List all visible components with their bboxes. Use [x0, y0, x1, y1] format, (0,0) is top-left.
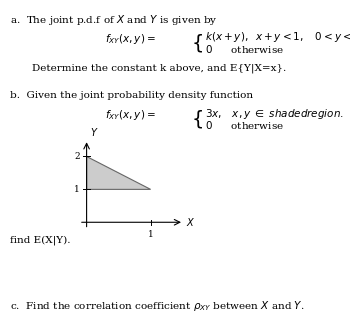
Text: find E(X|Y).: find E(X|Y).	[10, 235, 71, 245]
Text: $X$: $X$	[186, 216, 195, 228]
Text: $\{$: $\{$	[191, 32, 203, 54]
Text: c.  Find the correlation coefficient $\rho_{XY}$ between $X$ and $Y$.: c. Find the correlation coefficient $\rh…	[10, 299, 305, 313]
Text: $\{$: $\{$	[191, 108, 203, 130]
Text: 2: 2	[75, 152, 80, 161]
Text: b.  Given the joint probability density function: b. Given the joint probability density f…	[10, 91, 254, 100]
Text: $f_{XY}(x, y) =$: $f_{XY}(x, y) =$	[105, 32, 156, 46]
Text: $Y$: $Y$	[90, 126, 99, 138]
Text: a.  The joint p.d.f of $X$ and $Y$ is given by: a. The joint p.d.f of $X$ and $Y$ is giv…	[10, 13, 218, 27]
Text: $k(x+y),\;\; x+y < 1, \quad 0 < y < x < 1,$: $k(x+y),\;\; x+y < 1, \quad 0 < y < x < …	[205, 30, 350, 44]
Text: 1: 1	[75, 185, 80, 194]
Text: 1: 1	[148, 231, 153, 239]
Text: $0 \quad\;\;$ otherwise: $0 \quad\;\;$ otherwise	[205, 119, 284, 131]
Text: Determine the constant k above, and E{Y|X=x}.: Determine the constant k above, and E{Y|…	[32, 64, 286, 73]
Text: $3x,\;\;$ $x, y\;\in$ $\mathit{shadedregion.}$: $3x,\;\;$ $x, y\;\in$ $\mathit{shadedreg…	[205, 107, 344, 121]
Text: $f_{XY}(x, y) =$: $f_{XY}(x, y) =$	[105, 108, 156, 122]
Text: $0 \quad\;\;$ otherwise: $0 \quad\;\;$ otherwise	[205, 43, 284, 55]
Polygon shape	[86, 156, 150, 190]
